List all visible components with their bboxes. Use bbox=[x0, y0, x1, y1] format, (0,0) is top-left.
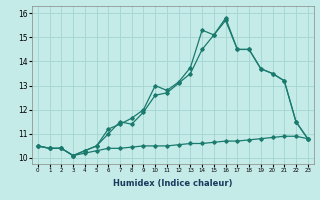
X-axis label: Humidex (Indice chaleur): Humidex (Indice chaleur) bbox=[113, 179, 233, 188]
